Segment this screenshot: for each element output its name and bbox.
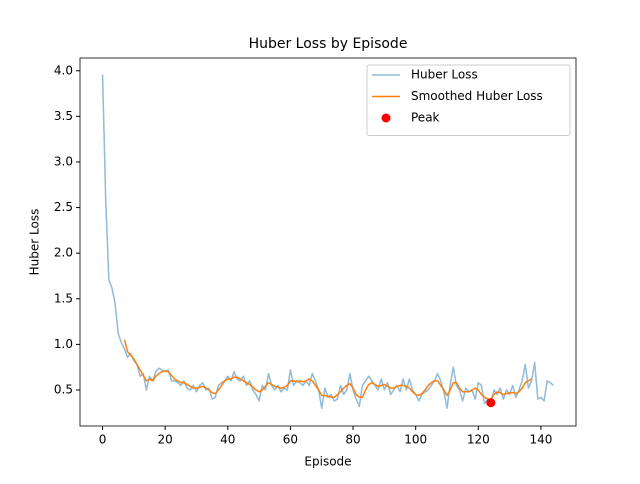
x-tick-label: 20 (158, 433, 173, 447)
x-tick-label: 0 (99, 433, 107, 447)
line-series (101, 74, 554, 409)
y-tick-label: 1.5 (54, 291, 73, 305)
x-tick-label: 100 (404, 433, 427, 447)
chart-title: Huber Loss by Episode (249, 36, 408, 52)
y-tick-label: 4.0 (54, 63, 73, 77)
y-tick-label: 0.5 (54, 382, 73, 396)
y-tick-label: 2.5 (54, 200, 73, 214)
x-tick-label: 140 (529, 433, 552, 447)
x-tick-label: 60 (283, 433, 298, 447)
legend-marker (381, 113, 391, 123)
y-tick-label: 3.0 (54, 154, 73, 168)
y-tick-label: 1.0 (54, 337, 73, 351)
line-series (123, 339, 532, 400)
peak-marker (486, 398, 496, 408)
x-tick-label: 40 (220, 433, 235, 447)
x-tick-label: 120 (467, 433, 490, 447)
legend-label: Huber Loss (411, 68, 478, 82)
x-axis-label: Episode (304, 455, 351, 469)
plot-frame (79, 57, 577, 427)
legend-label: Peak (411, 111, 440, 125)
legend-box (366, 64, 571, 136)
legend-label: Smoothed Huber Loss (411, 89, 543, 103)
x-tick-label: 80 (345, 433, 360, 447)
y-tick-label: 2.0 (54, 246, 73, 260)
y-axis-label: Huber Loss (28, 209, 42, 276)
y-tick-label: 3.5 (54, 109, 73, 123)
